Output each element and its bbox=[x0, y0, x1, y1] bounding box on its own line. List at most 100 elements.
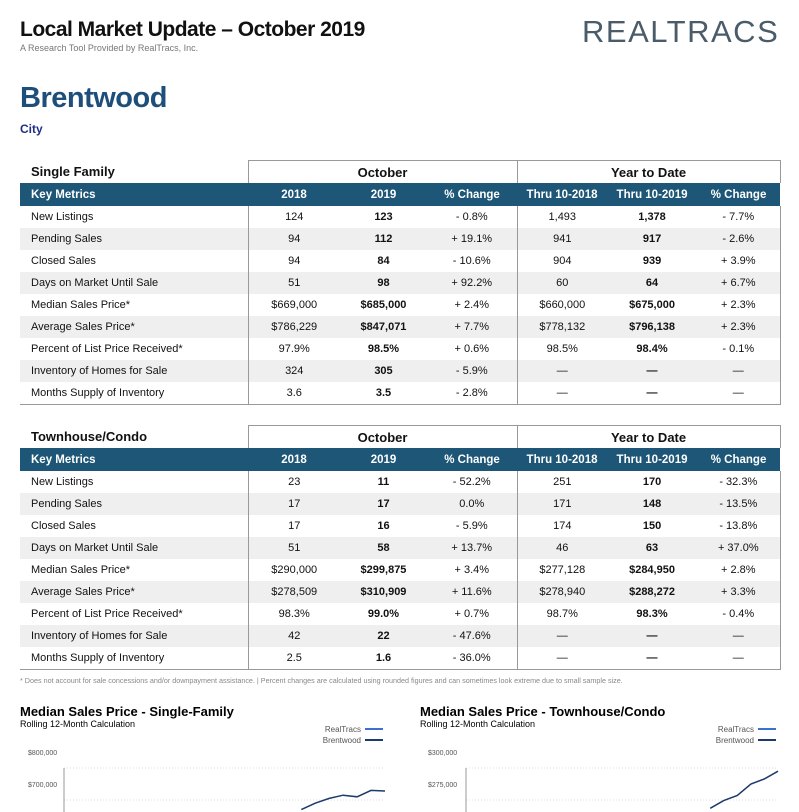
metric-value: — bbox=[607, 382, 698, 405]
location-type: City bbox=[20, 122, 43, 136]
data-row: Pending Sales 94 112 + 19.1% 941 917- 2.6% bbox=[20, 228, 781, 250]
column-header: % Change bbox=[697, 183, 781, 206]
metric-name: Pending Sales bbox=[20, 493, 248, 515]
data-row: Days on Market Until Sale 51 58 + 13.7% 46 63… bbox=[20, 537, 781, 559]
metric-value: 22 bbox=[340, 625, 427, 647]
legend-label: RealTracs bbox=[325, 725, 361, 734]
metric-value: - 0.4% bbox=[697, 603, 781, 625]
metric-value: 17 bbox=[247, 515, 340, 537]
series-line bbox=[300, 789, 386, 811]
metric-value: 51 bbox=[247, 272, 340, 294]
data-row: Median Sales Price* $669,000 $685,000 + 2.4… bbox=[20, 294, 781, 316]
column-header: Key Metrics bbox=[20, 448, 248, 471]
column-header: 2018 bbox=[248, 448, 340, 471]
metric-value: + 2.3% bbox=[697, 294, 781, 316]
series-line bbox=[709, 770, 779, 809]
footnote: * Does not account for sale concessions … bbox=[20, 676, 623, 685]
metric-value: - 10.6% bbox=[427, 250, 518, 272]
metrics-table: Townhouse/Condo October Year to Date Key Me… bbox=[20, 425, 781, 670]
chart-subtitle: Rolling 12-Month Calculation bbox=[420, 719, 535, 729]
legend-label: RealTracs bbox=[718, 725, 754, 734]
title: Local Market Update – October 2019 bbox=[20, 18, 365, 41]
metric-name: Months Supply of Inventory bbox=[20, 382, 248, 405]
metric-value: + 92.2% bbox=[427, 272, 518, 294]
metrics-table: Single Family October Year to Date Key Metr… bbox=[20, 160, 781, 405]
metric-value: 98.4% bbox=[636, 343, 668, 355]
data-row: Percent of List Price Received* 98.3% 99.0… bbox=[20, 603, 781, 625]
section-label: Townhouse/Condo bbox=[31, 429, 148, 445]
metric-value: $284,950 bbox=[629, 564, 675, 576]
header-row: Key Metrics 2018 2019% Change Thru 10-2018 T… bbox=[20, 448, 781, 471]
subtitle: A Research Tool Provided by RealTracs, I… bbox=[20, 43, 199, 53]
data-row: Average Sales Price* $278,509 $310,909 + 11… bbox=[20, 581, 781, 603]
metric-value: — bbox=[516, 360, 608, 382]
metric-value: 98 bbox=[340, 272, 427, 294]
metric-value: + 0.7% bbox=[427, 603, 518, 625]
data-row: Closed Sales 17 16 - 5.9% 174 150 - 13.8% bbox=[20, 515, 781, 537]
metric-value: $290,000 bbox=[247, 559, 340, 581]
metric-value: $277,128 bbox=[516, 559, 608, 581]
data-row: New Listings 23 11 - 52.2% 251 170 - 32.3% bbox=[20, 471, 781, 493]
metric-value: 98.7% bbox=[516, 603, 608, 625]
metric-name: Days on Market Until Sale bbox=[20, 537, 248, 559]
data-row: Inventory of Homes for Sale 324 305- 5.9% —… bbox=[20, 360, 781, 382]
metric-value: 941 bbox=[516, 228, 608, 250]
column-header: Key Metrics bbox=[20, 183, 248, 206]
metric-value: 3.6 bbox=[247, 382, 340, 405]
group-label: Year to Date bbox=[516, 160, 781, 183]
metric-value: - 2.6% bbox=[697, 228, 781, 250]
metric-value: + 7.7% bbox=[427, 316, 518, 338]
metric-value: — bbox=[697, 625, 781, 647]
metric-value: 1,378 bbox=[638, 211, 666, 223]
metric-value: $778,132 bbox=[516, 316, 608, 338]
metric-value: + 3.9% bbox=[697, 250, 781, 272]
metric-value: $288,272 bbox=[607, 581, 698, 603]
metric-value: + 19.1% bbox=[427, 228, 518, 250]
metric-value: 64 bbox=[607, 272, 698, 294]
y-tick-label: $700,000 bbox=[28, 782, 57, 789]
metric-name: Inventory of Homes for Sale bbox=[20, 360, 248, 382]
metric-value: + 11.6% bbox=[427, 581, 518, 603]
group-row: Single Family October Year to Date bbox=[20, 160, 781, 183]
column-header: Thru 10-2019 bbox=[607, 183, 698, 206]
metric-value: 17 bbox=[247, 493, 340, 515]
metric-name: Percent of List Price Received* bbox=[31, 343, 183, 355]
metric-value: 174 bbox=[516, 515, 608, 537]
metric-value: - 2.8% bbox=[427, 382, 518, 405]
metric-value: 0.0% bbox=[427, 493, 518, 515]
metric-name: Closed Sales bbox=[31, 520, 96, 532]
chart-title: Median Sales Price - Townhouse/Condo bbox=[420, 704, 665, 719]
legend-label: Brentwood bbox=[323, 736, 361, 745]
metric-value: 112 bbox=[340, 228, 427, 250]
metric-value: $299,875 bbox=[360, 564, 407, 576]
metric-value: — bbox=[516, 647, 608, 670]
metric-value: - 13.8% bbox=[697, 515, 781, 537]
metric-value: 46 bbox=[516, 537, 608, 559]
metric-name: Median Sales Price* bbox=[31, 299, 131, 311]
metric-value: - 0.1% bbox=[697, 338, 781, 360]
metric-name: Pending Sales bbox=[20, 228, 248, 250]
metric-value: 42 bbox=[247, 625, 340, 647]
metric-value: — bbox=[607, 647, 698, 670]
chart-subtitle: Rolling 12-Month Calculation bbox=[20, 719, 135, 729]
data-row: Average Sales Price* $786,229 $847,071 + 7.… bbox=[20, 316, 781, 338]
logo: REALTRACS bbox=[582, 14, 780, 49]
metric-value: 94 bbox=[247, 228, 340, 250]
metric-value: 2.5 bbox=[247, 647, 340, 670]
metric-value: 60 bbox=[516, 272, 608, 294]
metric-value: 305 bbox=[340, 360, 427, 382]
metric-value: 251 bbox=[516, 471, 608, 493]
metric-value: - 0.8% bbox=[427, 206, 518, 228]
metric-value: + 2.3% bbox=[697, 316, 781, 338]
metric-value: 51 bbox=[247, 537, 340, 559]
metric-value: + 37.0% bbox=[697, 537, 781, 559]
column-header: 2019 bbox=[340, 183, 427, 206]
metric-value: + 3.3% bbox=[697, 581, 781, 603]
metric-value: $685,000 bbox=[360, 299, 407, 311]
metric-value: 324 bbox=[247, 360, 340, 382]
metric-value: 97.9% bbox=[247, 338, 340, 360]
metric-name: Inventory of Homes for Sale bbox=[20, 625, 248, 647]
metric-value: — bbox=[697, 647, 781, 670]
